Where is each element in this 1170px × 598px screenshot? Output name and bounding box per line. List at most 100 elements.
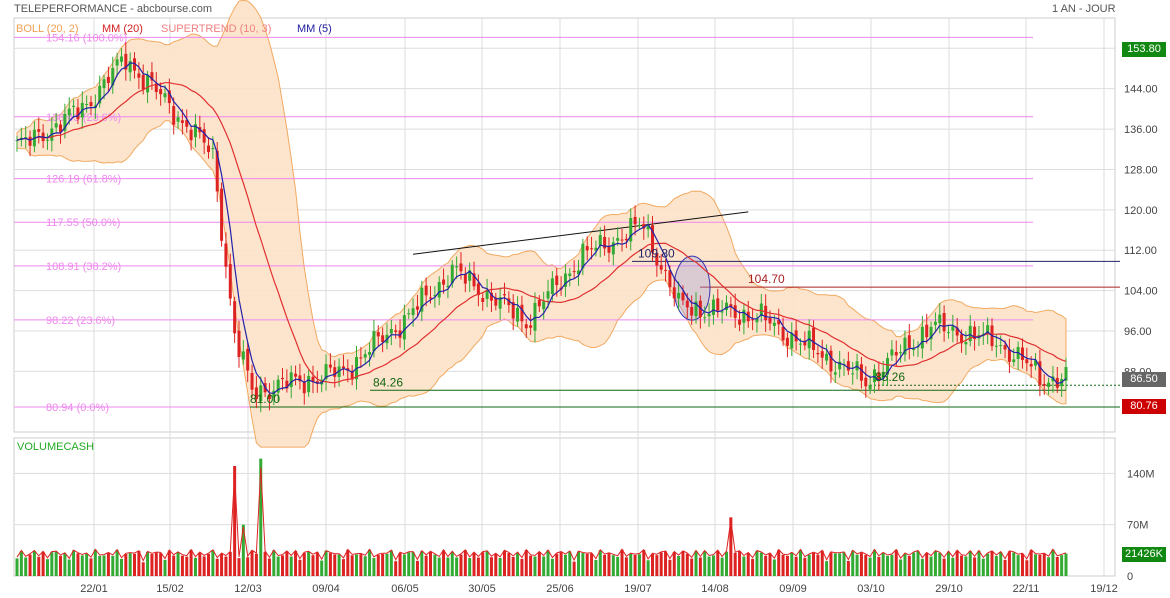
- candle-body: [903, 337, 907, 355]
- price-annotation: 104.70: [748, 272, 785, 286]
- volume-bar: [41, 551, 45, 576]
- volume-bar: [337, 554, 341, 576]
- candle-body: [668, 270, 672, 288]
- volume-bar: [777, 549, 781, 576]
- volume-bar: [54, 551, 58, 576]
- volume-bar: [385, 553, 389, 576]
- volume-bar: [650, 553, 654, 576]
- volume-bar: [964, 556, 968, 576]
- volume-bar: [533, 556, 537, 576]
- volume-bar: [220, 553, 224, 576]
- volume-label: VOLUMECASH: [17, 441, 95, 453]
- volume-bar: [311, 555, 315, 576]
- candle-body: [925, 324, 929, 338]
- volume-bar: [637, 554, 641, 576]
- volume-bar: [899, 559, 903, 576]
- volume-bar: [159, 553, 163, 576]
- volume-bar: [167, 550, 171, 576]
- candle-body: [494, 297, 498, 306]
- volume-bar: [463, 550, 467, 576]
- candle-body: [690, 306, 694, 316]
- candle-body: [333, 367, 337, 377]
- chart-period[interactable]: 1 AN - JOUR: [1052, 3, 1116, 15]
- volume-tag: 21426K: [1122, 547, 1166, 562]
- candle-body: [489, 292, 493, 301]
- volume-bar: [450, 551, 454, 576]
- volume-bar: [563, 554, 567, 576]
- candle-body: [154, 83, 158, 93]
- candle-body: [942, 313, 946, 332]
- volume-bar: [733, 552, 737, 576]
- volume-bar: [672, 552, 676, 576]
- volume-bar: [442, 550, 446, 576]
- volume-bar: [459, 554, 463, 576]
- volume-bar: [185, 556, 189, 576]
- price-annotation: 84.26: [373, 375, 403, 389]
- volume-bar: [1060, 555, 1064, 576]
- y-tick-label: 120.00: [1124, 205, 1158, 217]
- fibonacci-label: 80.94 (0.0%): [46, 402, 109, 414]
- candle-body: [755, 318, 759, 323]
- volume-bar: [1025, 560, 1029, 576]
- volume-bar: [211, 550, 215, 576]
- fibonacci-label: 154.16 (100.0%): [46, 32, 127, 44]
- volume-bar: [363, 556, 367, 576]
- x-tick-label: 09/09: [779, 583, 807, 595]
- candle-body: [146, 75, 150, 93]
- candle-body: [542, 301, 546, 310]
- candle-body: [563, 273, 567, 287]
- y-tick-label: 96.00: [1124, 326, 1152, 338]
- candle-body: [128, 61, 132, 73]
- x-tick-label: 09/04: [312, 583, 340, 595]
- volume-bar: [807, 554, 811, 576]
- volume-bar: [250, 550, 254, 576]
- candle-body: [246, 348, 250, 371]
- x-tick-label: 22/11: [1013, 583, 1040, 595]
- volume-bar: [542, 556, 546, 576]
- candle-body: [629, 218, 633, 242]
- candle-body: [781, 326, 785, 341]
- x-tick-label: 06/05: [391, 583, 419, 595]
- volume-bar: [685, 553, 689, 576]
- volume-bar: [315, 552, 319, 576]
- volume-bar: [916, 550, 920, 576]
- volume-bar: [790, 552, 794, 576]
- fibonacci-label: 98.22 (23.6%): [46, 315, 115, 327]
- candle-body: [63, 113, 67, 131]
- volume-bar: [402, 554, 406, 576]
- candle-body: [102, 79, 106, 89]
- candle-body: [276, 379, 280, 393]
- y-tick-label: 112.00: [1124, 245, 1157, 257]
- legend-bollinger: BOLL (20, 2): [16, 23, 79, 35]
- candle-body: [772, 322, 776, 326]
- candle-body: [45, 139, 49, 141]
- candle-body: [137, 73, 141, 78]
- candle-body: [241, 351, 245, 360]
- candle-body: [167, 90, 171, 104]
- volume-tick-label: 70M: [1127, 520, 1148, 532]
- volume-bar: [603, 554, 607, 576]
- volume-bar: [659, 552, 663, 576]
- volume-bar: [189, 549, 193, 576]
- volume-bar: [1055, 556, 1059, 576]
- candle-body: [37, 129, 41, 132]
- price-annotation: 85.26: [875, 370, 905, 384]
- volume-bar: [955, 550, 959, 576]
- candle-body: [207, 145, 211, 153]
- candle-body: [516, 307, 520, 322]
- candle-body: [955, 327, 959, 336]
- volume-bar: [872, 549, 876, 576]
- x-tick-label: 03/10: [857, 583, 885, 595]
- volume-bar: [289, 556, 293, 576]
- volume-bar: [202, 556, 206, 576]
- candle-body: [733, 305, 737, 318]
- volume-bar: [437, 557, 441, 576]
- volume-bar: [742, 556, 746, 576]
- candle-body: [115, 59, 119, 66]
- volume-bar: [67, 559, 71, 576]
- candle-body: [302, 382, 306, 394]
- volume-bar: [933, 551, 937, 576]
- volume-bar: [76, 553, 80, 576]
- volume-bar: [154, 552, 158, 576]
- volume-bar: [429, 551, 433, 576]
